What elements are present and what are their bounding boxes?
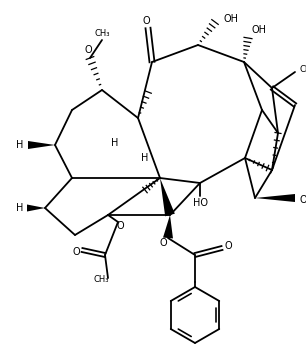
Polygon shape: [28, 141, 55, 149]
Text: O: O: [72, 247, 80, 257]
Text: O: O: [159, 238, 167, 248]
Polygon shape: [160, 178, 175, 216]
Text: H: H: [16, 140, 23, 150]
Text: CH₃: CH₃: [94, 276, 110, 285]
Text: O: O: [224, 241, 232, 251]
Text: OH: OH: [300, 195, 306, 205]
Polygon shape: [27, 205, 45, 212]
Text: H: H: [141, 153, 149, 163]
Polygon shape: [163, 215, 173, 238]
Text: O: O: [142, 16, 150, 26]
Text: CH₃: CH₃: [94, 29, 110, 38]
Text: OH: OH: [223, 14, 238, 24]
Text: HO: HO: [192, 198, 207, 208]
Text: OH: OH: [251, 25, 266, 35]
Text: CH₃: CH₃: [300, 64, 306, 73]
Text: H: H: [111, 138, 119, 148]
Text: O: O: [116, 221, 124, 231]
Text: H: H: [16, 203, 23, 213]
Polygon shape: [255, 194, 295, 202]
Text: O: O: [84, 45, 92, 55]
